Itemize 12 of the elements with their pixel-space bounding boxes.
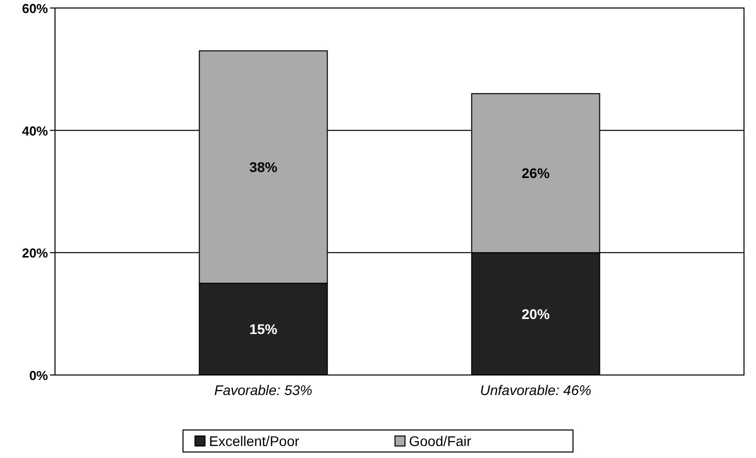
- data-label: 26%: [522, 165, 550, 182]
- data-label: 20%: [522, 306, 550, 322]
- x-tick-label: Favorable: 53%: [214, 382, 312, 398]
- y-tick-label: 40%: [22, 123, 48, 138]
- y-tick-label: 0%: [29, 368, 48, 383]
- legend-label: Excellent/Poor: [209, 433, 300, 449]
- data-label: 38%: [249, 159, 278, 176]
- x-tick-label: Unfavorable: 46%: [480, 382, 592, 398]
- y-tick-label: 20%: [22, 246, 48, 261]
- legend-label: Good/Fair: [409, 433, 472, 449]
- data-label: 15%: [249, 321, 278, 338]
- y-tick-label: 60%: [22, 1, 48, 16]
